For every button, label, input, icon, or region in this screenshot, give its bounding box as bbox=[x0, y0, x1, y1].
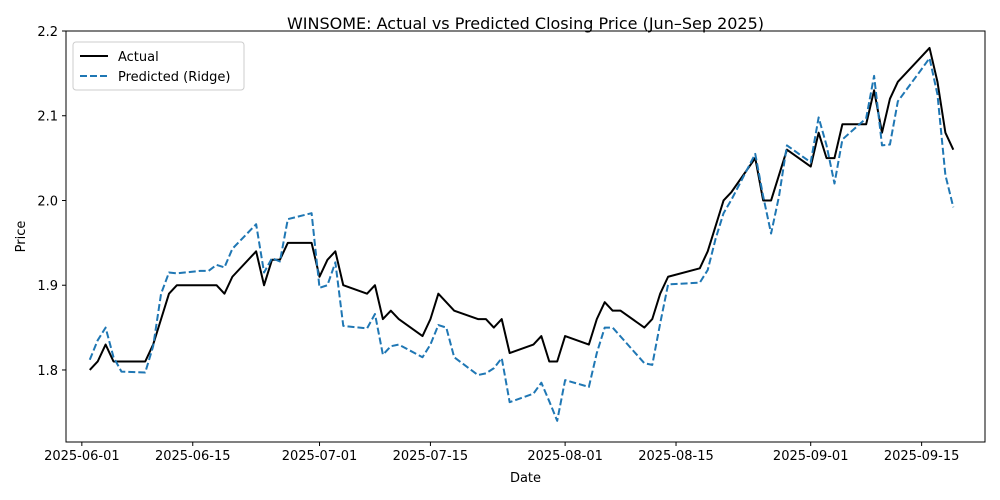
x-tick-label: 2025-06-15 bbox=[155, 449, 231, 464]
legend-label-predicted: Predicted (Ridge) bbox=[118, 70, 230, 85]
y-tick-label: 1.8 bbox=[37, 364, 58, 379]
chart-title: WINSOME: Actual vs Predicted Closing Pri… bbox=[287, 14, 764, 33]
y-tick-label: 2.0 bbox=[37, 194, 58, 209]
axis-ticks: 2025-06-01 2025-06-15 2025-07-01 2025-07-15… bbox=[37, 25, 959, 464]
x-axis-label: Date bbox=[510, 471, 541, 486]
x-tick-label: 2025-07-15 bbox=[393, 449, 469, 464]
x-tick-label: 2025-09-15 bbox=[884, 449, 960, 464]
y-tick-label: 2.1 bbox=[37, 110, 58, 125]
y-axis-label: Price bbox=[14, 221, 29, 253]
series-line-actual bbox=[89, 46, 955, 371]
x-tick-label: 2025-09-01 bbox=[773, 449, 849, 464]
x-tick-label: 2025-07-01 bbox=[282, 449, 358, 464]
plot-area bbox=[88, 46, 955, 422]
x-tick-label: 2025-08-15 bbox=[638, 449, 714, 464]
legend-label-actual: Actual bbox=[118, 50, 159, 65]
y-tick-label: 2.2 bbox=[37, 25, 58, 40]
series-line-predicted bbox=[88, 57, 955, 422]
x-tick-label: 2025-06-01 bbox=[44, 449, 120, 464]
axes-frame bbox=[65, 30, 986, 443]
x-tick-label: 2025-08-01 bbox=[527, 449, 603, 464]
chart-legend: Actual Predicted (Ridge) bbox=[72, 41, 245, 91]
legend-box bbox=[72, 41, 245, 91]
y-tick-label: 1.9 bbox=[37, 279, 58, 294]
